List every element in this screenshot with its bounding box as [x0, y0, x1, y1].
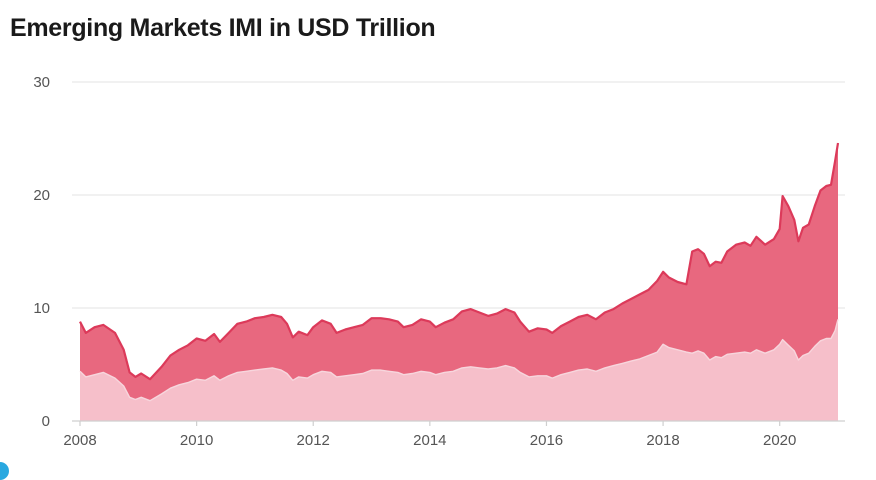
x-tick-label-2016: 2016 [530, 432, 563, 449]
x-tick-label-2008: 2008 [63, 432, 96, 449]
y-axis-labels: 0 10 20 30 [33, 74, 50, 430]
series-areas [79, 142, 840, 421]
y-tick-label-20: 20 [33, 187, 50, 204]
x-axis-labels: 2008 2010 2012 2014 2016 2018 2020 [63, 432, 796, 449]
axes [72, 420, 845, 426]
x-tick-label-2018: 2018 [646, 432, 679, 449]
x-tick-label-2012: 2012 [297, 432, 330, 449]
line-total [79, 142, 840, 381]
x-tick-label-2010: 2010 [180, 432, 213, 449]
area-total [80, 143, 838, 421]
x-tick-label-2014: 2014 [413, 432, 446, 449]
y-tick-label-10: 10 [33, 300, 50, 317]
chart-title: Emerging Markets IMI in USD Trillion [10, 14, 436, 42]
line-lower [79, 319, 839, 402]
area-lower [80, 319, 838, 421]
y-tick-label-0: 0 [42, 413, 50, 430]
y-tick-label-30: 30 [33, 74, 50, 91]
x-tick-label-2020: 2020 [763, 432, 796, 449]
